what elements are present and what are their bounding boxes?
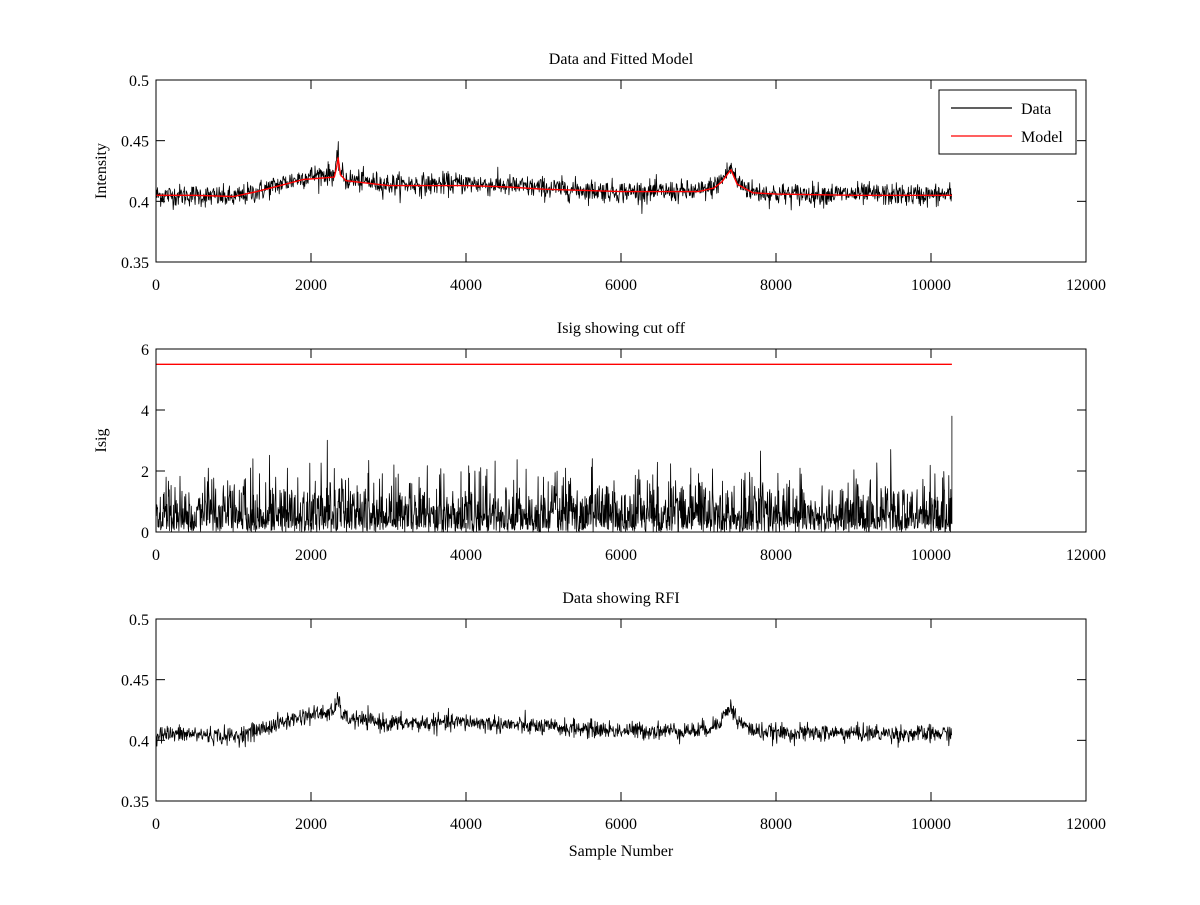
chart2-y-axis-label: Isig <box>93 429 110 453</box>
chart2-x-tick-label: 12000 <box>1066 547 1106 564</box>
chart1-x-tick-label: 4000 <box>450 277 482 294</box>
chart3-x-axis-label: Sample Number <box>569 843 674 860</box>
chart3-series-line-1 <box>155 692 952 748</box>
chart3-y-tick-label: 0.5 <box>129 612 149 629</box>
chart1-y-tick-label: 0.45 <box>121 134 149 151</box>
chart1-x-tick-label: 12000 <box>1066 277 1106 294</box>
chart3-title: Data showing RFI <box>562 590 679 607</box>
chart1-legend-label-model: Model <box>1021 129 1063 146</box>
chart2-y-tick-label: 6 <box>141 342 149 359</box>
chart1-y-axis-label: Intensity <box>93 143 110 199</box>
chart2-series-line-1 <box>155 415 953 533</box>
chart2-x-tick-label: 4000 <box>450 547 482 564</box>
chart1-x-tick-label: 2000 <box>295 277 327 294</box>
chart1-y-tick-label: 0.35 <box>121 255 149 272</box>
chart3-y-tick-label: 0.4 <box>129 733 149 750</box>
chart3-x-tick-label: 8000 <box>760 816 792 833</box>
chart1-x-tick-label: 8000 <box>760 277 792 294</box>
chart2-x-tick-label: 8000 <box>760 547 792 564</box>
chart1-x-tick-label: 10000 <box>911 277 951 294</box>
chart3-x-tick-label: 12000 <box>1066 816 1106 833</box>
chart2-x-tick-label: 2000 <box>295 547 327 564</box>
chart1-series-model <box>156 156 952 198</box>
chart1-legend-box <box>938 89 1077 155</box>
chart1-y-tick-label: 0.4 <box>129 194 149 211</box>
chart2-x-tick-label: 10000 <box>911 547 951 564</box>
chart2-x-tick-label: 6000 <box>605 547 637 564</box>
chart1-x-tick-label: 0 <box>152 277 160 294</box>
chart2-y-tick-label: 4 <box>141 403 149 420</box>
chart1-y-tick-label: 0.5 <box>129 73 149 90</box>
chart3-y-tick-label: 0.35 <box>121 794 149 811</box>
chart3-x-tick-label: 4000 <box>450 816 482 833</box>
chart2-x-tick-label: 0 <box>152 547 160 564</box>
chart2-title: Isig showing cut off <box>557 320 686 337</box>
chart3-x-tick-label: 6000 <box>605 816 637 833</box>
chart1-title: Data and Fitted Model <box>549 51 694 68</box>
chart2-y-tick-label: 2 <box>141 464 149 481</box>
chart3-x-tick-label: 2000 <box>295 816 327 833</box>
chart2-y-tick-label: 0 <box>141 525 149 542</box>
chart1-x-tick-label: 6000 <box>605 277 637 294</box>
chart1-legend-label-data: Data <box>1021 101 1051 118</box>
chart3-x-tick-label: 10000 <box>911 816 951 833</box>
chart3-y-tick-label: 0.45 <box>121 673 149 690</box>
chart3-x-tick-label: 0 <box>152 816 160 833</box>
